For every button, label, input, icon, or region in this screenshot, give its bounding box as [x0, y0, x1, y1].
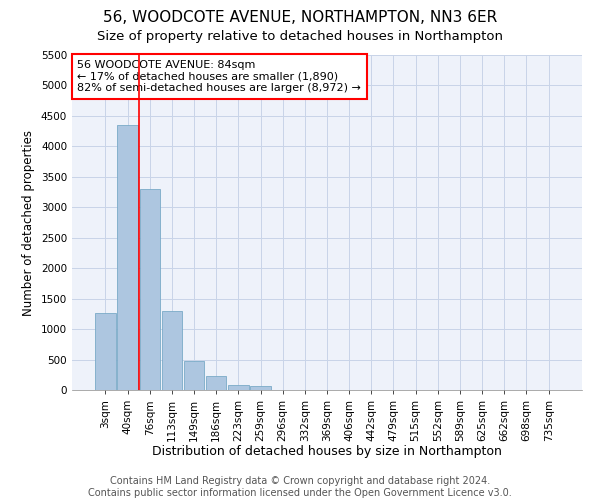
Bar	[206, 376, 226, 390]
Bar	[161, 311, 182, 390]
X-axis label: Distribution of detached houses by size in Northampton: Distribution of detached houses by size …	[152, 446, 502, 458]
Text: 56 WOODCOTE AVENUE: 84sqm
← 17% of detached houses are smaller (1,890)
82% of se: 56 WOODCOTE AVENUE: 84sqm ← 17% of detac…	[77, 60, 361, 93]
Bar	[250, 386, 271, 390]
Bar	[95, 312, 116, 390]
Y-axis label: Number of detached properties: Number of detached properties	[22, 130, 35, 316]
Bar	[184, 361, 204, 390]
Text: Size of property relative to detached houses in Northampton: Size of property relative to detached ho…	[97, 30, 503, 43]
Bar	[118, 125, 138, 390]
Text: Contains HM Land Registry data © Crown copyright and database right 2024.
Contai: Contains HM Land Registry data © Crown c…	[88, 476, 512, 498]
Bar	[140, 189, 160, 390]
Text: 56, WOODCOTE AVENUE, NORTHAMPTON, NN3 6ER: 56, WOODCOTE AVENUE, NORTHAMPTON, NN3 6E…	[103, 10, 497, 25]
Bar	[228, 384, 248, 390]
